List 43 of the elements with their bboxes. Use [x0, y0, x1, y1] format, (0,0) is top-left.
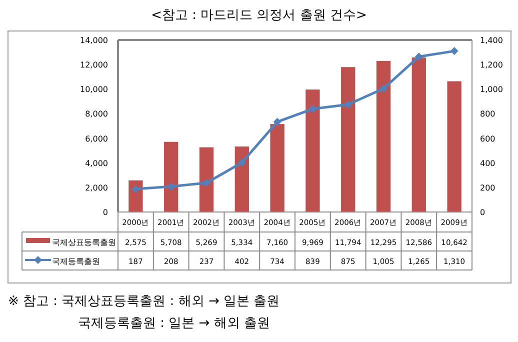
y2-tick-label: 1,000 [480, 85, 503, 94]
text: 국제등록출원 : 일본 → 해외 출원 [78, 316, 270, 331]
legend-국제상표등록출원: 국제상표등록출원 [26, 238, 116, 247]
y2-tick-label: 600 [480, 134, 496, 144]
point [308, 104, 317, 113]
y2-tick-label: 400 [480, 158, 496, 168]
point [344, 100, 352, 108]
point [132, 185, 140, 194]
y2-tick-label: 800 [480, 110, 496, 119]
legend-label: 국제등록출원 [52, 257, 100, 266]
point [414, 52, 423, 61]
point [273, 118, 282, 126]
y-tick-label: 8,000 [85, 110, 108, 119]
bar [412, 57, 426, 212]
y-tick-label: 6,000 [85, 134, 108, 144]
y-tick-label: 4,000 [85, 158, 108, 168]
bar [447, 81, 462, 212]
y-tick-label: 2,000 [85, 183, 108, 192]
legend-국제등록출원: 국제등록출원 [25, 256, 100, 266]
bar [128, 180, 143, 212]
y-tick-label: 0 [102, 208, 108, 217]
point [450, 47, 458, 56]
bar [234, 146, 249, 212]
y2-tick-label: 1,400 [480, 36, 503, 45]
y2-tick-label: 0 [480, 208, 486, 217]
bar [376, 60, 391, 212]
point [238, 158, 246, 167]
y-tick-label: 14,000 [80, 36, 108, 45]
point [167, 182, 176, 190]
text: ※ 참고 : 국제상표등록출원 : 해외 → 일본 출원 [8, 294, 280, 309]
y2-tick-label: 1,200 [480, 60, 503, 70]
legend-label: 국제상표등록출원 [52, 238, 116, 247]
bar [341, 67, 356, 212]
bar [164, 142, 178, 212]
y-tick-label: 12,000 [80, 60, 108, 70]
y2-tick-label: 200 [480, 183, 496, 192]
bar [306, 90, 320, 212]
y-tick-label: 10,000 [80, 85, 108, 94]
bar [270, 124, 284, 212]
bar [199, 147, 214, 212]
chart-title: <참고 : 마드리드 의정서 출원 건수> [151, 8, 367, 23]
point [202, 178, 210, 187]
point [380, 84, 388, 93]
